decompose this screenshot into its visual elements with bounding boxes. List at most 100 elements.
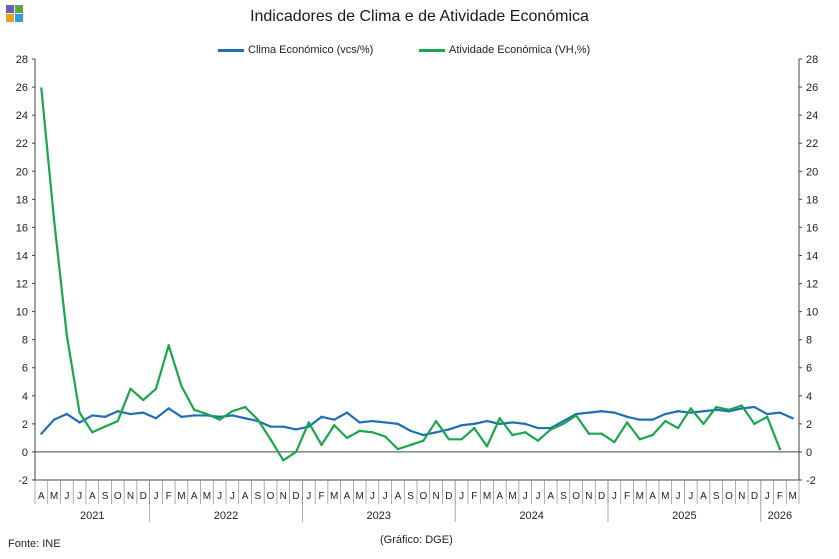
data-point-atividade [371, 431, 374, 434]
data-point-atividade [460, 438, 463, 441]
year-label: 2022 [214, 510, 238, 522]
data-point-clima [753, 405, 756, 409]
y-tick-label-right: 4 [806, 391, 812, 403]
data-point-atividade [65, 334, 69, 337]
data-point-atividade [447, 438, 451, 441]
y-tick-label-right: 2 [806, 419, 812, 431]
x-tick-label: A [191, 491, 198, 502]
data-point-atividade [52, 219, 56, 222]
data-point-atividade [269, 438, 272, 441]
data-point-clima [78, 421, 81, 424]
credit-note: (Gráfico: DGE) [380, 534, 453, 546]
x-tick-label: F [777, 491, 783, 502]
data-point-atividade [765, 415, 769, 419]
x-tick-label: S [713, 491, 720, 502]
data-point-clima [243, 417, 247, 420]
data-point-clima [422, 433, 425, 437]
x-tick-label: A [242, 491, 249, 502]
data-point-atividade [307, 421, 310, 424]
data-point-clima [460, 424, 463, 427]
data-point-atividade [676, 426, 680, 430]
y-tick-label-left: -2 [18, 475, 28, 487]
x-tick-label: M [356, 491, 364, 502]
x-tick-label: M [636, 491, 644, 502]
data-point-atividade [778, 447, 782, 451]
x-tick-label: O [419, 491, 427, 502]
data-point-clima [536, 426, 540, 430]
data-point-clima [765, 412, 769, 416]
data-point-atividade [205, 412, 209, 416]
data-point-atividade [180, 384, 183, 388]
x-tick-label: F [318, 491, 324, 502]
x-tick-label: J [217, 491, 222, 502]
y-tick-label-left: 12 [16, 279, 28, 291]
x-tick-label: N [432, 491, 439, 502]
data-point-atividade [524, 431, 527, 434]
data-point-atividade [549, 428, 552, 431]
data-point-clima [371, 419, 374, 423]
data-point-atividade [562, 422, 565, 426]
legend-item-clima: Clima Económico (vcs/%) [218, 44, 373, 56]
x-tick-label: S [102, 491, 109, 502]
data-point-clima [689, 411, 692, 414]
data-point-atividade [422, 439, 425, 442]
x-tick-label: A [700, 491, 707, 502]
x-tick-label: N [738, 491, 745, 502]
x-tick-label: J [77, 491, 82, 502]
x-tick-label: J [153, 491, 158, 502]
x-tick-label: N [280, 491, 287, 502]
data-point-atividade [689, 407, 692, 410]
data-point-clima [154, 417, 158, 420]
x-tick-label: J [64, 491, 69, 502]
y-tick-label-left: 8 [22, 335, 28, 347]
data-point-clima [282, 425, 285, 428]
data-point-clima [702, 410, 705, 413]
legend-swatch-atividade [419, 48, 445, 52]
logo [6, 5, 24, 23]
data-point-clima [778, 411, 782, 414]
data-point-atividade [702, 422, 705, 426]
y-tick-label-left: 20 [16, 166, 28, 178]
data-point-atividade [753, 422, 756, 426]
data-point-clima [651, 418, 654, 421]
y-tick-label-right: -2 [806, 475, 816, 487]
x-tick-label: S [254, 491, 261, 502]
data-point-atividade [192, 408, 196, 412]
data-point-atividade [129, 387, 132, 390]
y-tick-label-right: 26 [806, 82, 818, 94]
data-point-atividade [574, 414, 578, 417]
y-tick-label-right: 18 [806, 194, 818, 206]
y-tick-label-left: 2 [22, 419, 28, 431]
data-point-clima [664, 412, 667, 416]
data-point-clima [447, 428, 451, 431]
data-point-atividade [40, 87, 43, 90]
data-point-atividade [727, 408, 731, 412]
y-tick-label-right: 22 [806, 138, 818, 150]
data-point-clima [358, 421, 361, 424]
x-tick-label: M [508, 491, 516, 502]
chart-title: Indicadores de Clima e de Atividade Econ… [250, 8, 589, 25]
data-point-clima [333, 418, 336, 421]
data-point-clima [129, 412, 132, 416]
data-point-clima [498, 422, 501, 426]
data-point-atividade [358, 429, 361, 433]
data-point-atividade [625, 421, 629, 424]
x-tick-label: M [177, 491, 185, 502]
x-tick-label: J [370, 491, 375, 502]
data-point-atividade [587, 432, 591, 435]
x-tick-label: F [166, 491, 172, 502]
x-tick-label: A [496, 491, 503, 502]
data-point-clima [180, 415, 183, 419]
data-point-clima [562, 419, 565, 423]
x-tick-label: J [230, 491, 235, 502]
data-point-clima [142, 411, 145, 414]
y-tick-label-left: 6 [22, 363, 28, 375]
x-tick-label: J [765, 491, 770, 502]
data-point-atividade [256, 418, 260, 421]
data-point-atividade [485, 445, 489, 448]
y-tick-label-right: 24 [806, 110, 818, 122]
data-point-atividade [294, 450, 298, 454]
data-point-atividade [116, 419, 119, 423]
x-tick-label: J [523, 491, 528, 502]
